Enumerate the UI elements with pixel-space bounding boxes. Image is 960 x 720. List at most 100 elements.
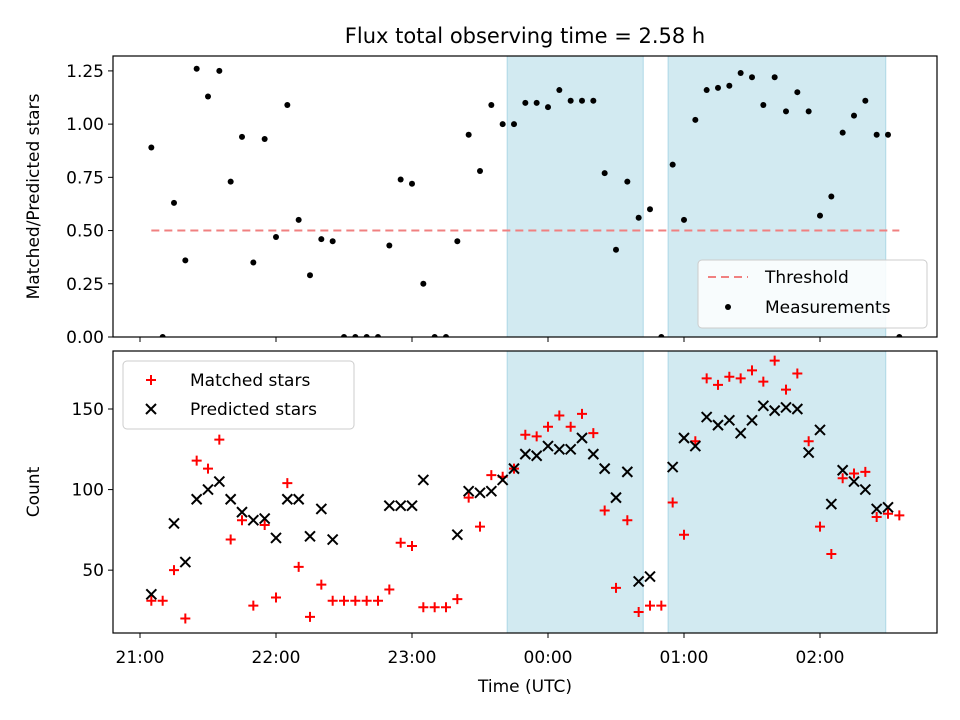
matched-star-point: [486, 470, 497, 481]
matched-star-point: [894, 510, 905, 521]
predicted-star-point: [270, 532, 282, 544]
predicted-star-point: [224, 493, 237, 505]
measurement-point: [329, 238, 336, 245]
matched-star-point: [180, 613, 191, 624]
measurement-point: [737, 70, 744, 77]
matched-star-point: [815, 521, 825, 532]
measurement-point: [397, 176, 404, 183]
measurement-point: [828, 193, 835, 200]
legend-box: [122, 360, 355, 430]
matched-star-point: [373, 595, 383, 606]
predicted-star-point: [247, 514, 260, 526]
predicted-star-point: [598, 462, 611, 475]
predicted-star-point: [213, 475, 226, 488]
predicted-star-point: [746, 414, 758, 426]
predicted-star-point: [258, 512, 271, 525]
matched-star-point: [384, 584, 395, 595]
predicted-star-point: [281, 493, 294, 505]
matched-star-point: [747, 365, 757, 376]
predicted-star-point: [689, 440, 702, 452]
predicted-star-point: [757, 400, 770, 412]
matched-star-point: [883, 508, 893, 519]
predicted-star-point: [508, 462, 520, 475]
measurement-point: [341, 334, 347, 337]
x-tick-label: 23:00: [388, 648, 437, 668]
predicted-star-point: [417, 474, 430, 486]
legend-measurement-swatch: [725, 304, 731, 310]
predicted-star-point: [315, 503, 328, 515]
predicted-star-point: [190, 493, 203, 505]
measurement-point: [613, 246, 619, 253]
matched-star-point: [361, 595, 372, 606]
predicted-star-point: [870, 503, 883, 515]
matched-star-point: [316, 579, 327, 590]
matched-star-point: [271, 592, 281, 603]
measurement-point: [454, 238, 461, 245]
legend-threshold-label: Threshold: [764, 268, 849, 288]
predicted-star-point: [202, 483, 214, 496]
predicted-star-point: [304, 530, 316, 543]
measurement-point: [431, 334, 438, 337]
x-tick-label: 02:00: [796, 648, 845, 668]
measurement-point: [726, 82, 733, 89]
predicted-star-point: [168, 517, 180, 530]
predicted-star-point: [236, 506, 248, 518]
measurement-point: [692, 116, 699, 123]
matched-star-point: [837, 473, 848, 484]
x-axis-label: Time (UTC): [477, 677, 572, 697]
matched-star-point: [418, 602, 429, 613]
measurement-point: [295, 216, 302, 223]
measurement-point: [885, 131, 891, 138]
matched-star-point: [350, 595, 361, 606]
matched-star-point: [305, 611, 315, 622]
measurement-point: [533, 99, 540, 106]
matched-star-point: [407, 540, 417, 551]
matched-star-point: [781, 384, 791, 395]
matched-star-point: [769, 355, 780, 366]
matched-star-point: [656, 600, 667, 611]
measurement-point: [227, 178, 234, 185]
top-panel: 0.00 0.25 0.50 0.75 1.00 1.25 Matched/Predicte…: [24, 55, 938, 348]
measurement-point: [647, 206, 653, 213]
measurement-point: [703, 87, 710, 94]
predicted-star-point: [712, 419, 724, 431]
legend-measurement-label: Measurements: [765, 298, 891, 318]
predicted-star-point: [666, 461, 679, 473]
measurement-point: [159, 334, 166, 337]
measurement-point: [465, 131, 472, 138]
measurement-point: [239, 133, 245, 140]
matched-star-point: [792, 368, 803, 379]
measurement-point: [635, 214, 642, 221]
measurement-point: [579, 97, 585, 104]
predicted-star-point: [632, 575, 645, 588]
measurement-point: [624, 178, 631, 185]
legend-matched-label: Matched stars: [190, 371, 310, 391]
legend-predicted-label: Predicted stars: [190, 400, 317, 420]
y-tick-label: 1.00: [66, 115, 104, 135]
matched-star-point: [441, 602, 451, 613]
matched-star-point: [463, 492, 474, 503]
matched-star-point: [565, 421, 576, 432]
measurement-point: [386, 242, 393, 249]
y-tick-label: 0.25: [66, 275, 104, 295]
measurement-point: [409, 180, 415, 187]
predicted-star-point: [553, 443, 566, 456]
measurement-point: [522, 99, 529, 106]
predicted-star-point: [519, 448, 532, 460]
measurement-point: [681, 216, 687, 223]
matched-star-point: [543, 421, 553, 432]
matched-star-point: [157, 595, 168, 606]
predicted-star-point: [496, 474, 509, 486]
predicted-star-point: [564, 443, 577, 456]
predicted-star-point: [882, 501, 894, 514]
matched-star-point: [690, 436, 701, 447]
measurement-point: [896, 334, 903, 337]
measurement-point: [851, 112, 857, 119]
matched-star-point: [803, 436, 814, 447]
matched-star-point: [554, 410, 565, 421]
observing-window-shade: [667, 350, 887, 634]
measurement-point: [443, 334, 449, 337]
matched-star-point: [531, 431, 542, 442]
y-tick-label: 0.00: [66, 328, 104, 348]
measurement-point: [273, 233, 279, 240]
